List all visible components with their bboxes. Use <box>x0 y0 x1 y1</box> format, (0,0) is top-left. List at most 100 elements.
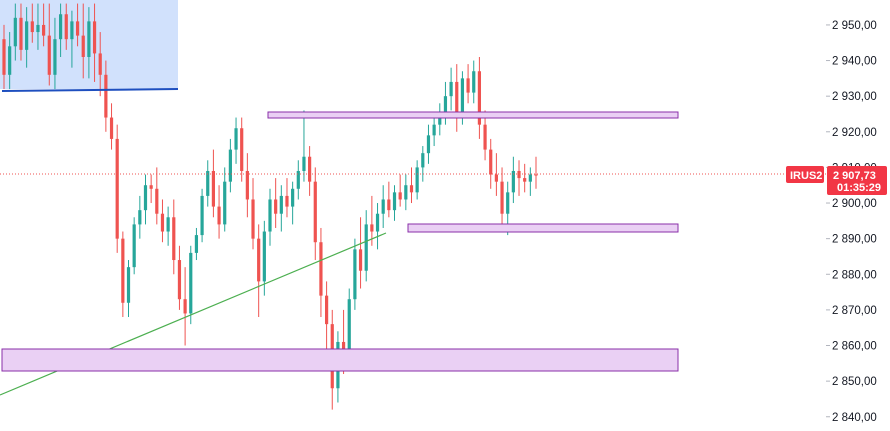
last-price-label: 2 907,73 <box>833 170 876 182</box>
candle-body[interactable] <box>70 21 74 40</box>
candle-body[interactable] <box>155 188 159 214</box>
candle-body[interactable] <box>438 113 442 125</box>
candle-body[interactable] <box>58 14 63 40</box>
candle-body[interactable] <box>279 195 283 214</box>
candle-body[interactable] <box>47 35 51 75</box>
candle-body[interactable] <box>13 17 17 47</box>
candle-body[interactable] <box>409 185 414 193</box>
candle-body[interactable] <box>19 17 23 50</box>
candle-body[interactable] <box>143 185 148 211</box>
candle-body[interactable] <box>506 192 510 214</box>
candle-body[interactable] <box>121 238 125 303</box>
candle-body[interactable] <box>387 199 391 211</box>
candle-body[interactable] <box>183 299 187 314</box>
candle-body[interactable] <box>494 174 498 182</box>
candle-body[interactable] <box>364 224 368 271</box>
candle-body[interactable] <box>234 128 238 150</box>
candle-body[interactable] <box>240 128 244 171</box>
candle-body[interactable] <box>149 185 153 189</box>
candle-body[interactable] <box>223 181 227 225</box>
candle-body[interactable] <box>353 249 357 300</box>
candle-body[interactable] <box>466 78 470 93</box>
candle-body[interactable] <box>42 24 46 36</box>
candle-body[interactable] <box>138 210 142 225</box>
y-tick-label: 2 840,00 <box>832 412 877 424</box>
candle-body[interactable] <box>64 14 68 40</box>
candle-body[interactable] <box>302 156 306 171</box>
candle-body[interactable] <box>398 192 402 200</box>
blue-horizontal-line[interactable] <box>1 88 179 92</box>
candle-body[interactable] <box>217 206 221 225</box>
candle-body[interactable] <box>257 238 261 282</box>
candle-body[interactable] <box>528 174 532 182</box>
candle-body[interactable] <box>98 53 102 75</box>
candle-body[interactable] <box>426 135 431 154</box>
candle-body[interactable] <box>92 21 97 54</box>
candle-body[interactable] <box>274 199 278 214</box>
candle-body[interactable] <box>319 242 323 296</box>
candle-body[interactable] <box>172 217 176 261</box>
candle-body[interactable] <box>455 81 459 118</box>
candle-body[interactable] <box>511 170 515 193</box>
candle-body[interactable] <box>370 224 374 232</box>
candle-body[interactable] <box>87 21 91 57</box>
support-zone[interactable] <box>407 223 679 233</box>
candle-body[interactable] <box>211 170 216 207</box>
candle-body[interactable] <box>30 21 34 33</box>
candle-body[interactable] <box>534 174 538 176</box>
candle-body[interactable] <box>291 188 295 207</box>
candle-body[interactable] <box>381 199 385 214</box>
candle-body[interactable] <box>432 124 436 136</box>
candle-body[interactable] <box>25 21 29 50</box>
candle-body[interactable] <box>358 249 363 271</box>
candle-body[interactable] <box>500 181 504 214</box>
candle-body[interactable] <box>251 199 255 239</box>
candle-body[interactable] <box>262 231 266 282</box>
candle-body[interactable] <box>375 213 380 232</box>
candle-body[interactable] <box>81 35 85 57</box>
candle-body[interactable] <box>324 295 329 325</box>
candle-body[interactable] <box>36 24 40 33</box>
candle-body[interactable] <box>2 39 6 75</box>
candle-body[interactable] <box>285 195 289 207</box>
candle-body[interactable] <box>443 96 448 114</box>
candle-body[interactable] <box>200 195 204 236</box>
candle-body[interactable] <box>404 185 408 200</box>
candle-body[interactable] <box>109 117 114 139</box>
candle-body[interactable] <box>104 74 108 118</box>
candle-body[interactable] <box>206 170 210 196</box>
candle-body[interactable] <box>177 260 182 300</box>
candle-body[interactable] <box>166 217 170 232</box>
candle-body[interactable] <box>245 170 249 200</box>
candle-body[interactable] <box>523 178 527 182</box>
candle-body[interactable] <box>126 267 131 303</box>
candle-body[interactable] <box>75 21 80 36</box>
candle-body[interactable] <box>449 81 453 97</box>
candle-body[interactable] <box>115 138 119 239</box>
candle-body[interactable] <box>313 181 317 243</box>
candle-body[interactable] <box>392 192 397 211</box>
candle-body[interactable] <box>189 252 193 314</box>
candle-body[interactable] <box>228 149 232 182</box>
resistance-zone[interactable] <box>267 111 679 119</box>
candle-body[interactable] <box>517 170 521 179</box>
candle-body[interactable] <box>8 46 12 75</box>
candle-body[interactable] <box>472 71 476 93</box>
candle-body[interactable] <box>483 124 487 150</box>
candle-body[interactable] <box>132 224 136 268</box>
candle-body[interactable] <box>477 71 482 125</box>
candle-body[interactable] <box>160 213 165 232</box>
candle-body[interactable] <box>296 170 300 189</box>
candle-body[interactable] <box>53 39 57 75</box>
demand-zone[interactable] <box>1 348 679 372</box>
candle-body[interactable] <box>421 153 425 168</box>
candle-body[interactable] <box>308 156 312 182</box>
y-tick-label: 2 880,00 <box>832 269 877 281</box>
candle-body[interactable] <box>415 167 419 193</box>
candle-body[interactable] <box>489 149 493 175</box>
candle-body[interactable] <box>460 78 465 118</box>
candle-body[interactable] <box>347 299 351 357</box>
candle-body[interactable] <box>268 199 272 232</box>
candle-body[interactable] <box>194 235 199 253</box>
